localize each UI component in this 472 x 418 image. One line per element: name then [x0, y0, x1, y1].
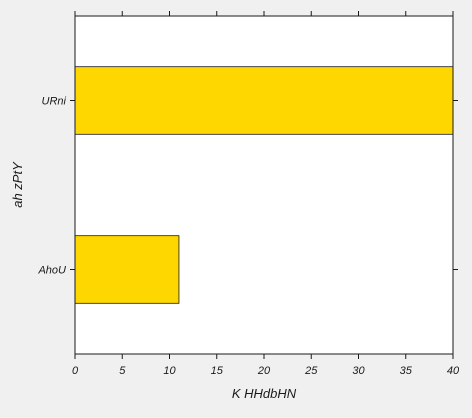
y-tick-label: URni [42, 96, 67, 108]
bar-urni [74, 66, 454, 135]
bar-ahou [74, 235, 180, 304]
y-axis-label: ah zPtY [10, 161, 25, 208]
x-tick-label: 25 [304, 365, 318, 377]
y-tick-label: AhoU [37, 265, 66, 277]
x-tick-label: 5 [119, 365, 126, 377]
plot-frame [74, 15, 454, 355]
x-tick-label: 35 [400, 365, 413, 377]
x-tick-label: 15 [211, 365, 224, 377]
x-tick-label: 20 [257, 365, 271, 377]
x-tick-label: 0 [72, 365, 79, 377]
x-tick-label: 10 [163, 365, 176, 377]
x-tick-label: 40 [447, 365, 460, 377]
x-tick-label: 30 [352, 365, 365, 377]
x-axis-label: K HHdbHN [232, 386, 297, 401]
